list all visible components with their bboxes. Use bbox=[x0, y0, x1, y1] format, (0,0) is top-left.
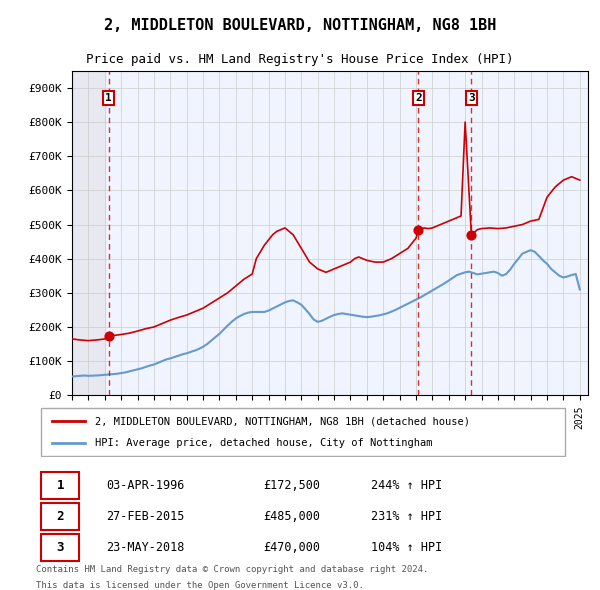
FancyBboxPatch shape bbox=[41, 535, 79, 561]
Text: 2, MIDDLETON BOULEVARD, NOTTINGHAM, NG8 1BH: 2, MIDDLETON BOULEVARD, NOTTINGHAM, NG8 … bbox=[104, 18, 496, 32]
Text: £172,500: £172,500 bbox=[263, 479, 320, 493]
Text: 2: 2 bbox=[56, 510, 64, 523]
Text: 1: 1 bbox=[56, 479, 64, 493]
Text: Price paid vs. HM Land Registry's House Price Index (HPI): Price paid vs. HM Land Registry's House … bbox=[86, 53, 514, 66]
Text: 27-FEB-2015: 27-FEB-2015 bbox=[106, 510, 185, 523]
FancyBboxPatch shape bbox=[41, 408, 565, 456]
Text: 3: 3 bbox=[56, 541, 64, 555]
Text: 2: 2 bbox=[415, 93, 422, 103]
Text: HPI: Average price, detached house, City of Nottingham: HPI: Average price, detached house, City… bbox=[95, 438, 433, 448]
Point bbox=[467, 230, 476, 240]
Text: 2, MIDDLETON BOULEVARD, NOTTINGHAM, NG8 1BH (detached house): 2, MIDDLETON BOULEVARD, NOTTINGHAM, NG8 … bbox=[95, 416, 470, 426]
Text: 231% ↑ HPI: 231% ↑ HPI bbox=[371, 510, 442, 523]
Text: Contains HM Land Registry data © Crown copyright and database right 2024.: Contains HM Land Registry data © Crown c… bbox=[36, 565, 428, 574]
Text: 03-APR-1996: 03-APR-1996 bbox=[106, 479, 185, 493]
Text: 3: 3 bbox=[468, 93, 475, 103]
Point bbox=[413, 225, 423, 234]
Text: 244% ↑ HPI: 244% ↑ HPI bbox=[371, 479, 442, 493]
Bar bbox=[72, 71, 105, 395]
Text: 1: 1 bbox=[106, 93, 112, 103]
FancyBboxPatch shape bbox=[41, 473, 79, 499]
Bar bbox=[72, 71, 105, 395]
Text: £470,000: £470,000 bbox=[263, 541, 320, 555]
Point bbox=[104, 332, 113, 341]
Text: 23-MAY-2018: 23-MAY-2018 bbox=[106, 541, 185, 555]
Text: This data is licensed under the Open Government Licence v3.0.: This data is licensed under the Open Gov… bbox=[36, 581, 364, 590]
Text: £485,000: £485,000 bbox=[263, 510, 320, 523]
Text: 104% ↑ HPI: 104% ↑ HPI bbox=[371, 541, 442, 555]
FancyBboxPatch shape bbox=[41, 503, 79, 530]
